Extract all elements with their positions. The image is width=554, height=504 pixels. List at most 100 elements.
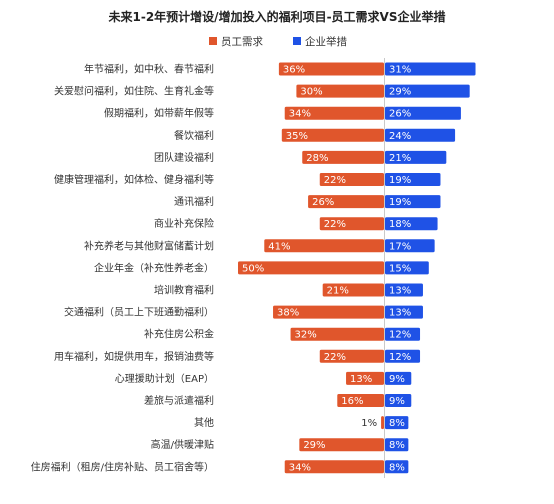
data-label-demand: 32% [295, 330, 317, 341]
category-label: 补充住房公积金 [144, 328, 214, 341]
data-label-demand: 22% [324, 352, 346, 363]
category-label: 年节福利，如中秋、春节福利 [84, 63, 214, 76]
chart-marks: 年节福利，如中秋、春节福利 36% 31% 关爱慰问福利，如住院、生育礼金等 30% 29… [31, 62, 476, 474]
bar-demand [278, 62, 384, 76]
data-label-measure: 18% [389, 219, 411, 230]
bar-demand [296, 84, 384, 98]
chart-title: 未来1-2年预计增设/增加投入的福利项目-员工需求VS企业举措 [108, 9, 446, 24]
category-label: 差旅与派遣福利 [144, 394, 214, 407]
data-label-measure: 9% [389, 374, 405, 385]
bar-demand [290, 327, 384, 341]
bar-demand [238, 261, 384, 275]
bar-measure [385, 394, 412, 407]
category-label: 高温/供暖津贴 [151, 438, 214, 451]
bar-demand [337, 394, 384, 407]
data-label-demand: 16% [341, 396, 363, 407]
bar-measure [385, 84, 470, 98]
bar-measure [385, 62, 476, 76]
bar-measure [385, 195, 441, 209]
bar-demand [319, 173, 384, 186]
category-label: 企业年金（补充性养老金） [94, 261, 214, 274]
bar-measure [385, 305, 423, 319]
bar-demand [308, 195, 384, 209]
bar-measure [385, 150, 447, 164]
data-label-demand: 34% [289, 462, 311, 473]
bar-demand [346, 371, 384, 385]
data-label-measure: 12% [389, 330, 411, 341]
bar-demand [281, 128, 384, 142]
data-label-demand: 21% [327, 286, 349, 297]
data-label-measure: 19% [389, 197, 411, 208]
bar-demand [381, 416, 384, 430]
legend-swatch-demand [209, 37, 217, 45]
data-label-demand: 30% [300, 87, 322, 98]
data-label-demand: 28% [306, 153, 328, 164]
category-label: 其他 [194, 416, 214, 429]
bar-measure [385, 217, 438, 231]
bar-demand [264, 239, 384, 253]
category-label: 团队建设福利 [154, 151, 214, 164]
data-label-measure: 8% [389, 418, 405, 429]
category-label: 餐饮福利 [174, 129, 214, 142]
data-label-demand: 36% [283, 65, 305, 76]
bar-measure [385, 327, 421, 341]
bar-measure [385, 349, 421, 363]
data-label-measure: 8% [389, 440, 405, 451]
bar-demand [319, 349, 384, 363]
category-label: 住房福利（租房/住房补贴、员工宿舍等） [31, 460, 214, 473]
category-label: 假期福利，如带薪年假等 [104, 107, 214, 120]
bar-demand [273, 305, 384, 319]
legend: 员工需求 企业举措 [209, 35, 347, 48]
bar-measure [385, 460, 409, 474]
data-label-demand: 29% [303, 440, 325, 451]
data-label-demand: 13% [350, 374, 372, 385]
data-label-demand: 34% [289, 109, 311, 120]
bar-measure [385, 283, 423, 297]
bar-measure [385, 239, 435, 253]
bar-demand [284, 460, 384, 474]
data-label-measure: 17% [389, 241, 411, 252]
category-label: 健康管理福利，如体检、健身福利等 [54, 173, 214, 186]
bar-measure [385, 371, 412, 385]
data-label-measure: 29% [389, 87, 411, 98]
data-label-measure: 24% [389, 131, 411, 142]
bar-demand [299, 438, 384, 452]
category-label: 培训教育福利 [154, 284, 214, 297]
legend-label-measure: 企业举措 [305, 35, 347, 48]
data-label-measure: 8% [389, 462, 405, 473]
bar-demand [319, 217, 384, 231]
category-label: 用车福利，如提供用车，报销油费等 [54, 350, 214, 363]
data-label-measure: 19% [389, 175, 411, 186]
category-label: 补充养老与其他财富储蓄计划 [84, 239, 214, 252]
data-label-demand: 22% [324, 175, 346, 186]
bar-measure [385, 173, 441, 186]
data-label-measure: 9% [389, 396, 405, 407]
data-label-demand: 41% [268, 241, 290, 252]
data-label-demand: 35% [286, 131, 308, 142]
data-label-demand: 26% [312, 197, 334, 208]
bar-measure [385, 416, 409, 430]
data-label-measure: 21% [389, 153, 411, 164]
bar-measure [385, 128, 456, 142]
category-label: 心理援助计划（EAP） [115, 372, 214, 385]
data-label-measure: 13% [389, 286, 411, 297]
data-label-measure: 26% [389, 109, 411, 120]
category-label: 关爱慰问福利，如住院、生育礼金等 [54, 85, 214, 98]
data-label-demand: 50% [242, 263, 264, 274]
bar-measure [385, 106, 461, 120]
data-label-measure: 12% [389, 352, 411, 363]
bar-demand [302, 150, 384, 164]
bar-demand [284, 106, 384, 120]
legend-swatch-measure [293, 37, 301, 45]
data-label-measure: 31% [389, 65, 411, 76]
data-label-measure: 15% [389, 263, 411, 274]
data-label-demand: 1% [361, 418, 377, 429]
data-label-demand: 38% [277, 308, 299, 319]
bar-demand [322, 283, 384, 297]
category-label: 通讯福利 [174, 195, 214, 208]
data-label-measure: 13% [389, 308, 411, 319]
bar-measure [385, 261, 429, 275]
bar-measure [385, 438, 409, 452]
category-label: 商业补充保险 [154, 217, 214, 230]
